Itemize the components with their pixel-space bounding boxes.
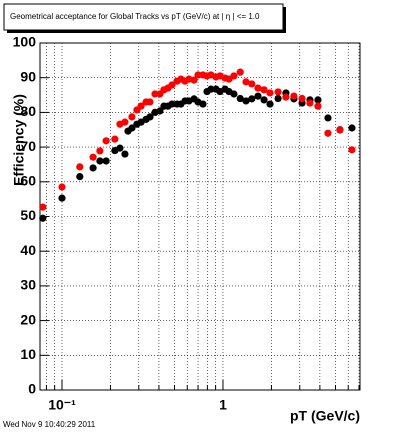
point	[58, 183, 66, 191]
point	[207, 85, 215, 93]
title-box	[3, 3, 284, 31]
point	[58, 194, 66, 202]
point	[89, 153, 97, 161]
y-tick-label: 60	[20, 173, 36, 189]
point	[324, 114, 332, 122]
y-tick-label: 40	[20, 242, 36, 258]
point	[274, 94, 282, 103]
point	[260, 86, 268, 94]
point	[336, 126, 344, 134]
y-axis-label: Efficiency (%)	[11, 94, 27, 186]
point	[76, 163, 84, 171]
point	[128, 124, 136, 132]
point	[39, 203, 47, 211]
point	[146, 113, 154, 121]
point	[230, 90, 238, 98]
point	[242, 78, 250, 86]
point	[168, 100, 176, 108]
point	[121, 150, 129, 158]
point	[102, 157, 110, 165]
point	[254, 92, 262, 100]
point	[116, 144, 124, 152]
point	[306, 99, 314, 107]
point	[89, 164, 97, 172]
chart-title: Geometrical acceptance for Global Tracks…	[10, 12, 260, 21]
point	[298, 94, 306, 103]
point	[314, 102, 322, 110]
point	[168, 81, 176, 89]
point	[146, 98, 154, 106]
point	[260, 96, 268, 104]
point	[282, 93, 290, 101]
point	[121, 118, 129, 126]
point	[274, 88, 282, 96]
y-tick-label: 30	[20, 277, 36, 293]
x-tick-label: 10⁻¹	[48, 397, 76, 413]
y-tick-label: 100	[13, 34, 37, 50]
point	[96, 157, 104, 165]
point	[102, 137, 110, 145]
y-tick-label: 70	[20, 138, 36, 154]
point	[348, 146, 356, 154]
point	[248, 95, 256, 103]
y-tick-label: 0	[28, 381, 36, 397]
point	[128, 113, 136, 121]
x-axis-label: pT (GeV/c)	[290, 408, 360, 424]
point	[236, 68, 244, 76]
point	[190, 76, 198, 84]
point	[199, 100, 207, 108]
point	[242, 97, 250, 105]
point	[230, 72, 238, 80]
point	[39, 214, 47, 222]
point	[248, 80, 256, 88]
point	[236, 94, 244, 103]
y-tick-label: 20	[20, 311, 36, 327]
y-tick-label: 80	[20, 103, 36, 119]
point	[290, 92, 298, 100]
point	[156, 107, 164, 115]
point	[348, 124, 356, 132]
point	[96, 147, 104, 155]
x-tick-label: 1	[219, 397, 227, 413]
point	[266, 89, 274, 97]
point	[266, 100, 274, 108]
y-tick-label: 10	[20, 346, 36, 362]
point	[314, 96, 322, 104]
point	[254, 84, 262, 92]
point	[137, 102, 145, 110]
y-tick-label: 50	[20, 207, 36, 223]
point	[151, 90, 159, 98]
point	[324, 129, 332, 137]
y-tick-label: 90	[20, 68, 36, 84]
point	[76, 172, 84, 181]
timestamp: Wed Nov 9 10:40:29 2011	[3, 420, 96, 429]
point	[111, 135, 119, 143]
